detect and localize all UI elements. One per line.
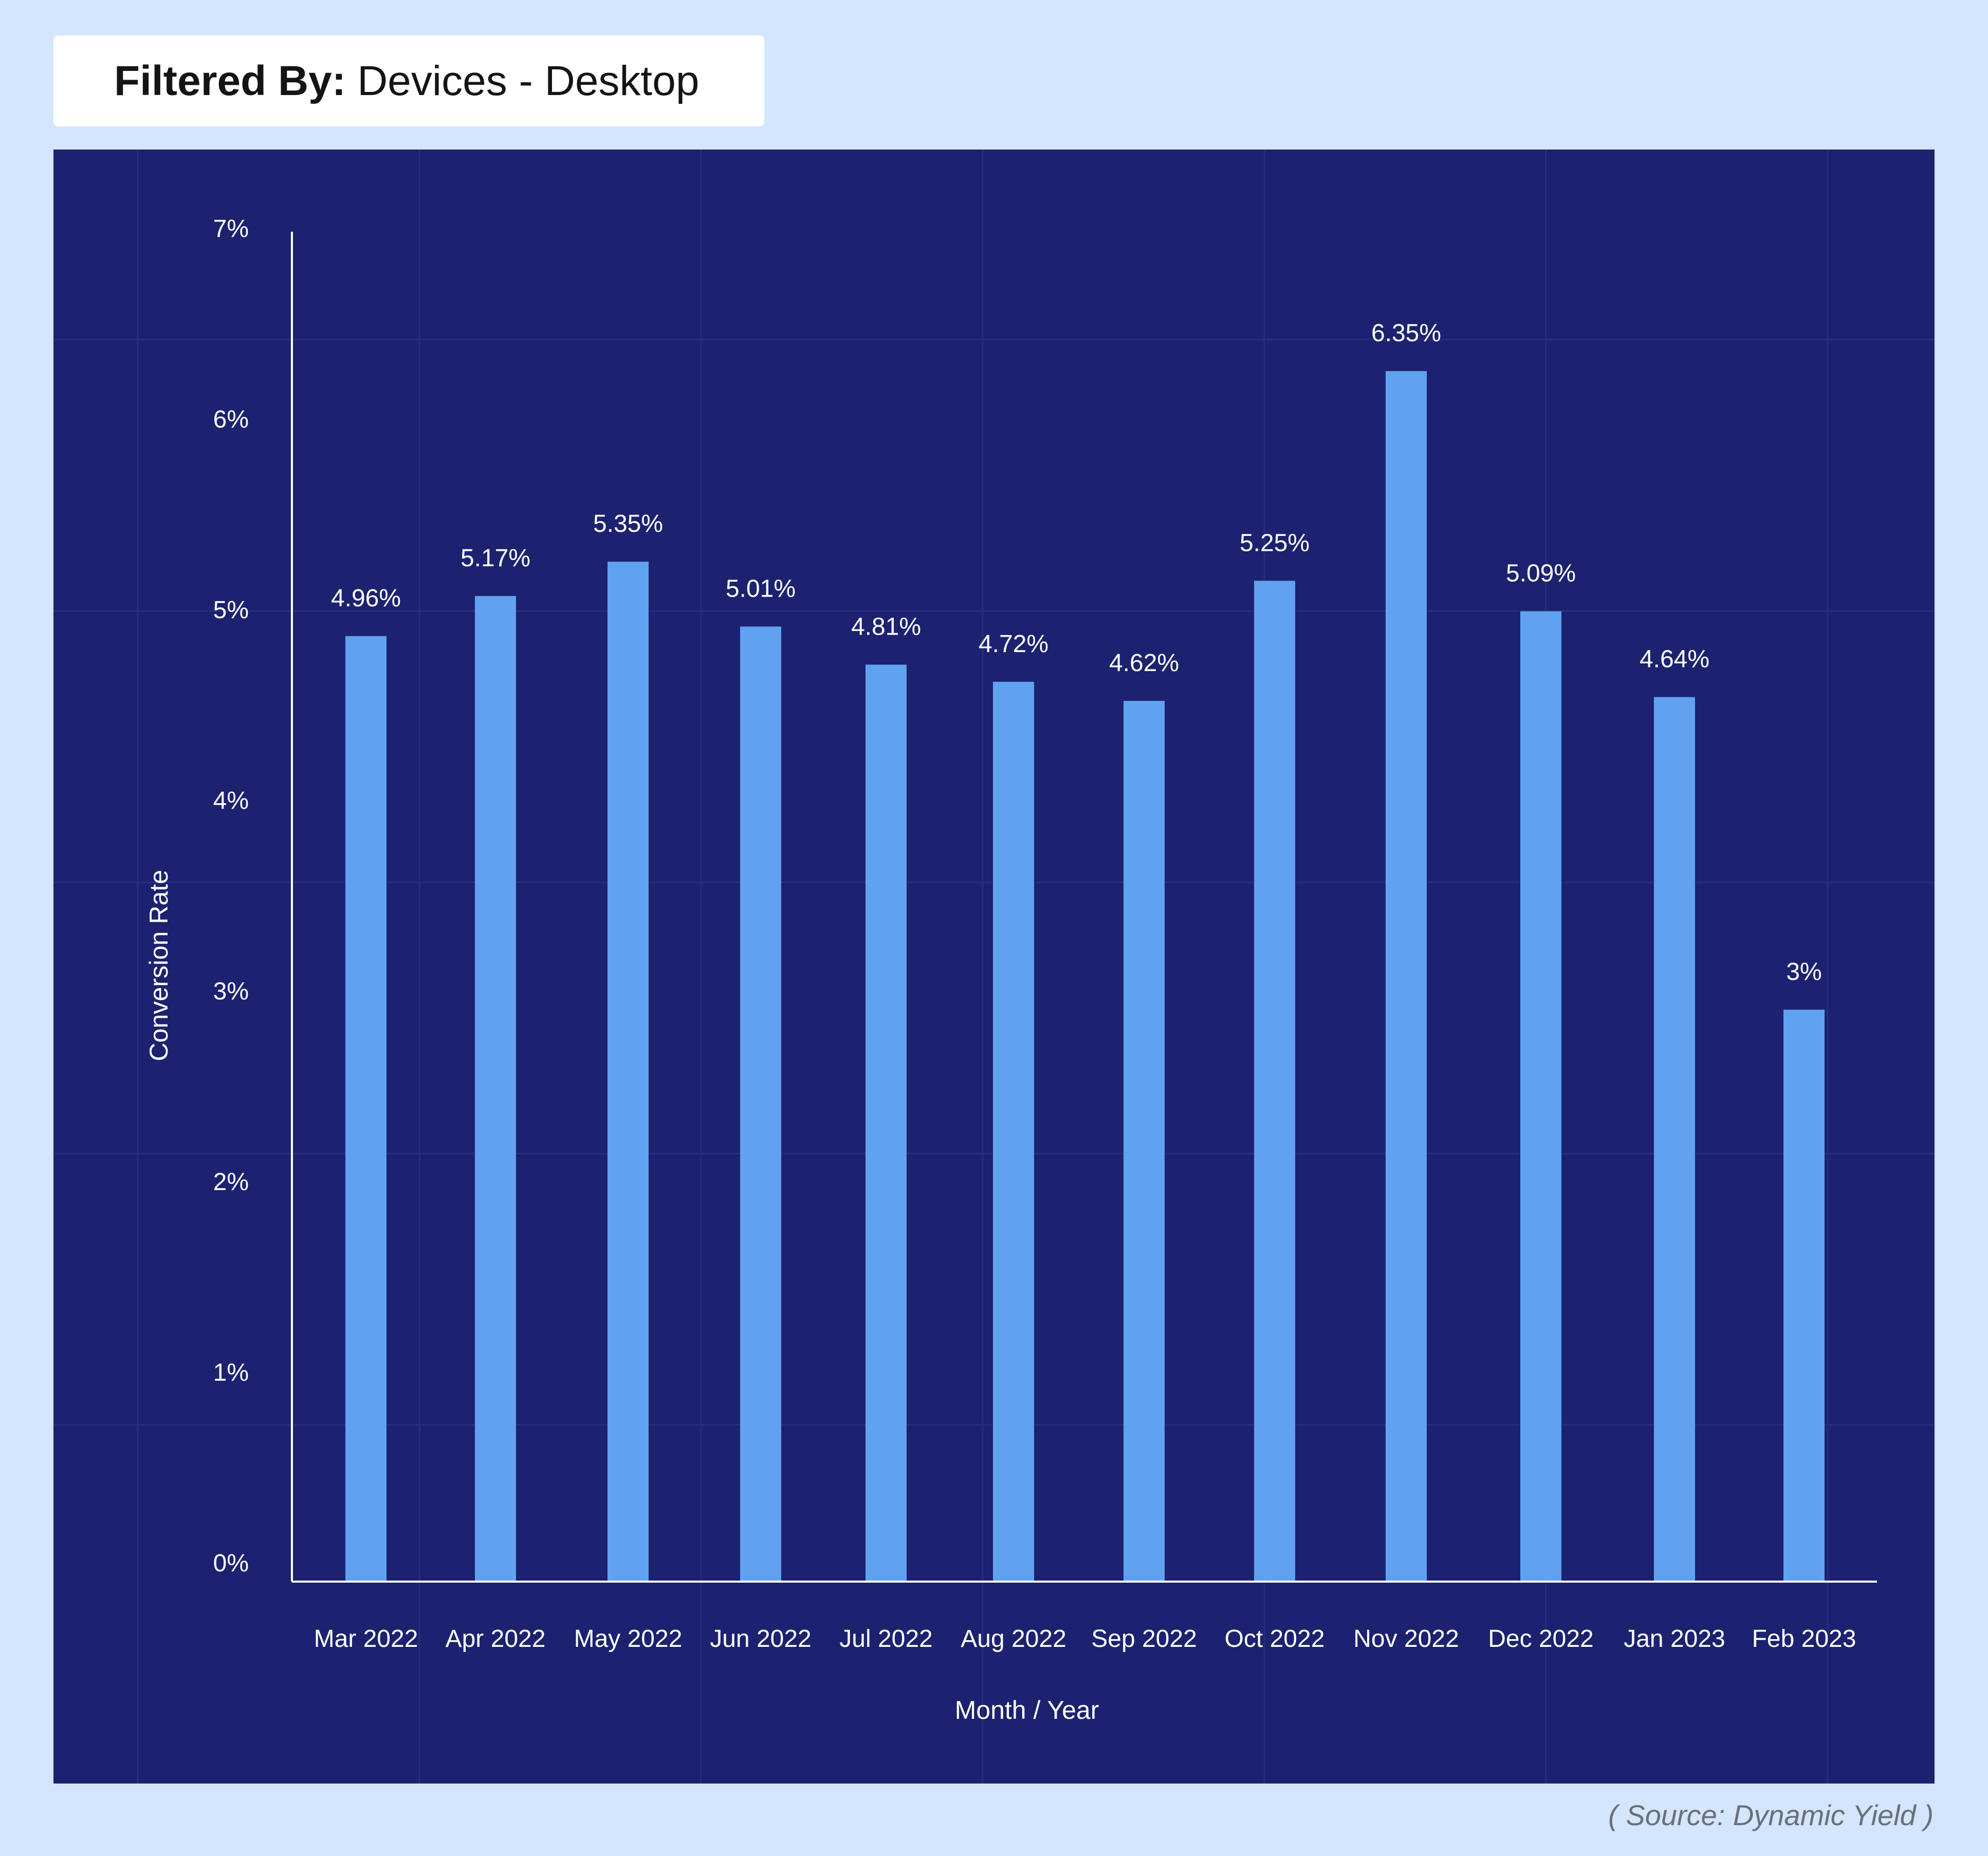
filter-value: Devices - Desktop — [357, 57, 700, 104]
bar — [1254, 581, 1295, 1582]
source-note: ( Source: Dynamic Yield ) — [1608, 1799, 1934, 1831]
x-tick-label: Jul 2022 — [839, 1625, 932, 1653]
bar-value-label: 5.25% — [1240, 529, 1310, 556]
bar — [1386, 371, 1427, 1582]
y-tick-label: 7% — [213, 215, 249, 243]
axes: Mar 2022 Apr 2022 May 2022 Jun 2022 Jul 2022… — [144, 215, 1877, 1724]
bar-value-label: 3% — [1786, 958, 1821, 986]
bar — [345, 636, 386, 1582]
x-tick-label: Mar 2022 — [314, 1625, 418, 1653]
bar-value-label: 5.01% — [726, 575, 796, 602]
bar-value-label: 4.64% — [1640, 646, 1709, 673]
bar-value-label: 6.35% — [1371, 320, 1441, 347]
bar-value-label: 4.62% — [1109, 649, 1179, 677]
x-tick-label: Nov 2022 — [1353, 1625, 1459, 1653]
x-tick-label: Oct 2022 — [1225, 1625, 1325, 1653]
y-tick-label: 0% — [213, 1550, 249, 1577]
bar-value-label: 5.09% — [1506, 560, 1576, 587]
y-tick-label: 6% — [213, 406, 249, 433]
bar — [740, 626, 781, 1582]
y-tick-label: 3% — [213, 978, 249, 1005]
bar-value-label: 5.17% — [461, 545, 530, 572]
y-tick-label: 5% — [213, 597, 249, 624]
filter-badge: Filtered By: Devices - Desktop — [53, 35, 764, 126]
y-tick-label: 2% — [213, 1168, 249, 1196]
filter-label: Filtered By: — [114, 57, 346, 104]
x-tick-label: Feb 2023 — [1752, 1625, 1856, 1653]
bar — [1654, 697, 1695, 1582]
bar — [1124, 700, 1165, 1582]
x-tick-label: Aug 2022 — [961, 1625, 1066, 1653]
y-tick-label: 1% — [213, 1359, 249, 1386]
bars: 4.96% 5.17% 5.35% 5.01% 4.81% 4.72% 4.62% 5.25%… — [331, 320, 1825, 1582]
y-tick-label: 4% — [213, 787, 249, 814]
bar-value-label: 4.72% — [979, 630, 1048, 658]
x-tick-label: Apr 2022 — [446, 1625, 546, 1653]
bar — [1520, 611, 1561, 1582]
bar — [608, 562, 649, 1582]
bar-value-label: 4.96% — [331, 585, 401, 612]
bar — [866, 664, 907, 1582]
x-tick-label: Jan 2023 — [1624, 1625, 1725, 1653]
bar — [993, 681, 1034, 1582]
bar-value-label: 4.81% — [851, 613, 921, 640]
x-tick-label: Dec 2022 — [1488, 1625, 1593, 1653]
bar — [1783, 1010, 1825, 1582]
chart-panel: 4.96% 5.17% 5.35% 5.01% 4.81% 4.72% 4.62% 5.25%… — [53, 150, 1935, 1784]
bar — [475, 596, 516, 1582]
x-tick-label: May 2022 — [574, 1625, 683, 1653]
y-axis-title: Conversion Rate — [144, 870, 173, 1061]
x-tick-label: Sep 2022 — [1091, 1625, 1197, 1653]
x-tick-label: Jun 2022 — [710, 1625, 812, 1653]
x-axis-title: Month / Year — [955, 1696, 1099, 1724]
bar-chart: 4.96% 5.17% 5.35% 5.01% 4.81% 4.72% 4.62% 5.25%… — [53, 150, 1935, 1784]
bar-value-label: 5.35% — [593, 510, 663, 537]
